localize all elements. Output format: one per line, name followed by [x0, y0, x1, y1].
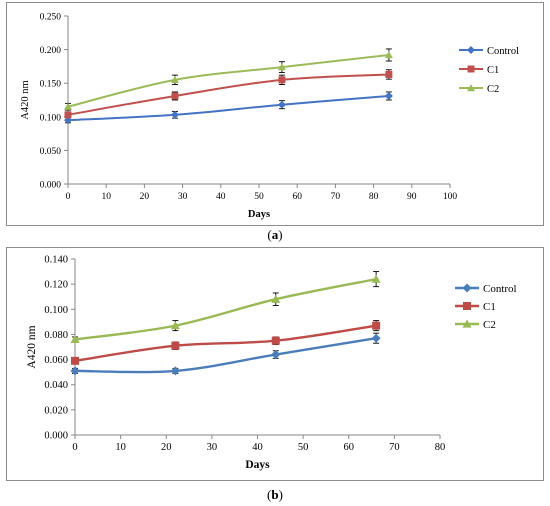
series-c1: [71, 320, 381, 365]
series-c2: [64, 48, 393, 111]
data-point-triangle: [384, 50, 393, 59]
data-point-diamond: [170, 366, 180, 376]
x-tick-label: 40: [252, 442, 263, 453]
y-tick-label: 0.100: [40, 113, 62, 123]
series-line-control: [67, 94, 389, 122]
legend-label-c2: C2: [487, 84, 499, 95]
x-tick-label: 60: [292, 192, 302, 202]
series-control: [70, 332, 381, 376]
y-tick-label: 0.060: [44, 355, 68, 366]
y-tick-label: 0.000: [40, 181, 62, 191]
data-point-square: [64, 111, 72, 119]
series-line-control: [74, 337, 377, 374]
data-point-triangle: [277, 63, 286, 71]
data-point-square: [372, 321, 381, 330]
caption-b-open: (: [267, 487, 272, 502]
y-axis-title: A420 nm: [20, 80, 31, 119]
chart-frame: [6, 247, 544, 481]
legend-label-control: Control: [487, 46, 519, 57]
y-tick-label: 0.020: [44, 405, 68, 416]
caption-a-close: ): [278, 227, 283, 242]
legend-label-c2: C2: [483, 319, 496, 331]
y-tick-label: 0.140: [44, 255, 68, 266]
x-tick-label: 20: [161, 442, 172, 453]
data-point-diamond: [384, 91, 393, 100]
data-point-square: [171, 92, 179, 100]
x-tick-label: 10: [115, 442, 126, 453]
data-point-triangle: [170, 321, 180, 330]
y-axis-title: A420 nm: [26, 325, 38, 368]
caption-a: (a): [0, 227, 550, 243]
data-point-triangle: [170, 75, 179, 84]
x-tick-label: 20: [140, 192, 150, 202]
data-point-triangle: [467, 84, 475, 92]
x-tick-label: 70: [389, 442, 400, 453]
series-line-c2: [74, 277, 377, 341]
x-tick-label: 0: [72, 442, 77, 453]
chart-panel-a: 0.000 0.050 0.100 0.150 0.200 0.250 0 10 20 30 40 5…: [0, 0, 550, 228]
y-tick-label: 0.050: [40, 147, 62, 157]
x-tick-label: 90: [407, 192, 417, 202]
data-point-square: [71, 356, 79, 365]
caption-b: (b): [0, 487, 550, 503]
x-tick-label: 50: [298, 442, 309, 453]
data-point-diamond: [462, 283, 472, 293]
y-tick-label: 0.200: [40, 46, 62, 56]
chart-panel-b: 0.000 0.020 0.040 0.060 0.080 0.100 0.120 0.140…: [0, 246, 550, 484]
x-tick-label: 70: [331, 192, 341, 202]
chart-a: 0.000 0.050 0.100 0.150 0.200 0.250 0 10 20 30 40 5…: [6, 2, 544, 226]
y-tick-label: 0.100: [44, 305, 68, 316]
x-tick-label: 40: [216, 192, 226, 202]
chart-frame: [6, 2, 544, 226]
data-point-triangle: [462, 319, 472, 328]
x-tick-label: 30: [207, 442, 218, 453]
data-point-diamond: [371, 333, 381, 343]
x-axis-title: Days: [245, 459, 270, 471]
data-point-triangle: [271, 294, 281, 303]
data-point-triangle: [70, 334, 80, 344]
caption-a-open: (: [267, 227, 272, 242]
x-tick-label: 100: [443, 192, 458, 202]
x-tick-label: 0: [66, 192, 71, 202]
series-line-c2: [67, 53, 389, 108]
caption-a-letter: a: [271, 227, 279, 242]
legend-label-c1: C1: [483, 301, 496, 313]
data-point-diamond: [277, 100, 286, 109]
legend-label-c1: C1: [487, 65, 499, 76]
chart-b: 0.000 0.020 0.040 0.060 0.080 0.100 0.120 0.140…: [6, 247, 544, 481]
series-c2: [70, 271, 381, 344]
data-point-triangle: [371, 274, 381, 283]
data-point-diamond: [271, 350, 281, 360]
x-tick-label: 50: [254, 192, 264, 202]
legend-label-control: Control: [483, 283, 517, 295]
x-tick-label: 80: [369, 192, 379, 202]
data-point-square: [171, 341, 180, 350]
data-point-diamond: [467, 46, 475, 54]
x-tick-label: 10: [101, 192, 111, 202]
y-tick-label: 0.080: [44, 330, 68, 341]
data-point-square: [385, 70, 393, 78]
data-point-square: [467, 65, 475, 73]
y-tick-label: 0.040: [44, 380, 68, 391]
data-point-triangle: [64, 102, 72, 110]
x-tick-label: 30: [178, 192, 188, 202]
x-tick-label: 80: [435, 442, 446, 453]
y-tick-label: 0.120: [44, 280, 68, 291]
series-line-c1: [67, 73, 389, 116]
series-line-c1: [74, 324, 377, 363]
y-tick-label: 0.000: [44, 431, 68, 442]
caption-b-letter: b: [271, 487, 279, 502]
y-tick-label: 0.150: [40, 80, 62, 90]
caption-b-close: ): [278, 487, 283, 502]
data-point-diamond: [170, 110, 179, 119]
x-axis-title: Days: [248, 209, 270, 220]
series-c1: [64, 69, 393, 119]
data-point-square: [463, 302, 471, 310]
data-point-diamond: [70, 366, 80, 376]
x-tick-label: 60: [344, 442, 355, 453]
data-point-square: [278, 76, 286, 84]
y-tick-label: 0.250: [40, 13, 62, 23]
data-point-square: [271, 336, 280, 345]
